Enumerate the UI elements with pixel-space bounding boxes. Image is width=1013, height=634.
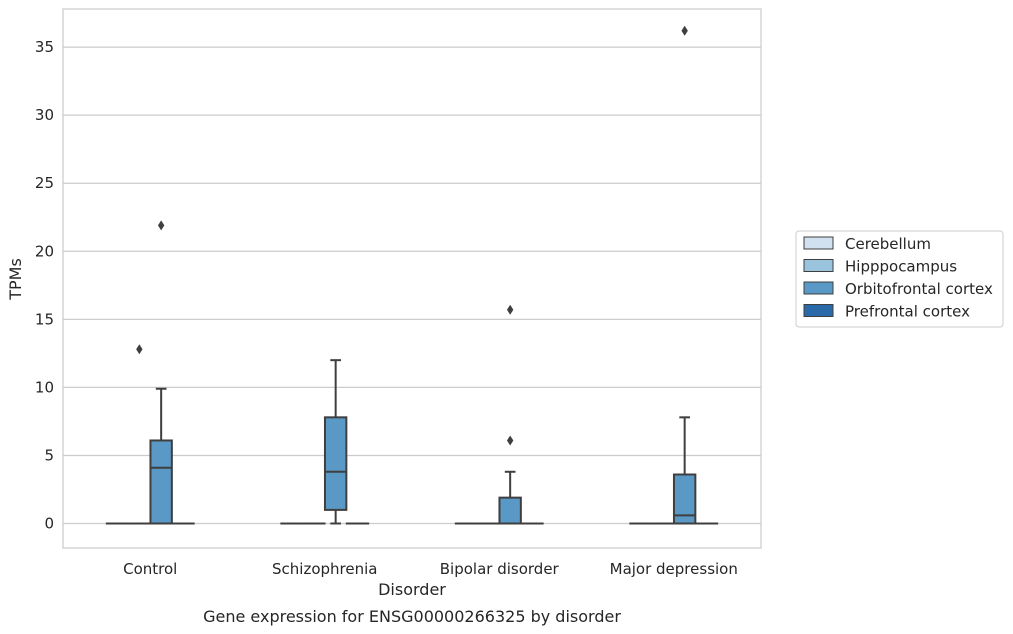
y-tick-labels: 0 5 10 15 20 25 30 35 [35,38,54,532]
outlier-point [681,25,688,36]
box-body [323,416,348,511]
legend-label: Orbitofrontal cortex [845,280,993,298]
legend-label: Hipppocampus [845,258,957,276]
box-orbitofrontal-cortex [323,359,348,525]
x-tick-label: Schizophrenia [272,560,377,578]
boxes [105,25,719,525]
legend-frame [795,230,1004,328]
legend-swatch [803,259,834,272]
box-orbitofrontal-cortex [149,220,173,525]
x-axis-title: Disorder [378,580,446,599]
y-tick-label: 30 [35,106,54,124]
y-tick-label: 15 [35,310,54,328]
legend-swatch [803,236,834,250]
box-orbitofrontal-cortex [672,25,697,525]
outlier-point [157,220,165,231]
legend-swatch [803,281,834,295]
y-tick-label: 20 [35,242,54,260]
x-tick-label: Control [123,560,177,578]
legend-label: Cerebellum [845,235,931,253]
box-body [672,473,697,525]
outlier-point [506,304,514,315]
plot-area-frame [62,8,762,549]
x-tick-label: Bipolar disorder [440,560,560,578]
x-tick-labels: Control Schizophrenia Bipolar disorder Majo… [123,560,738,578]
outlier-point [506,435,514,446]
box-hipppocampus [127,344,152,525]
box-body [498,496,522,525]
outlier-point [136,344,143,355]
legend-swatch [803,304,834,317]
grid-lines [63,46,761,525]
y-tick-label: 10 [35,378,54,396]
y-tick-label: 35 [35,38,54,56]
y-tick-label: 25 [35,174,54,192]
y-tick-label: 5 [44,446,54,464]
legend-label: Prefrontal cortex [845,303,970,321]
box-body [149,439,173,525]
chart-title: Gene expression for ENSG00000266325 by d… [203,607,621,626]
legend: Cerebellum Hipppocampus Orbitofrontal cort… [795,230,1004,328]
y-axis-title: TPMs [6,258,25,301]
box-orbitofrontal-cortex [498,304,522,525]
x-tick-label: Major depression [610,560,738,578]
y-tick-label: 0 [44,515,54,533]
